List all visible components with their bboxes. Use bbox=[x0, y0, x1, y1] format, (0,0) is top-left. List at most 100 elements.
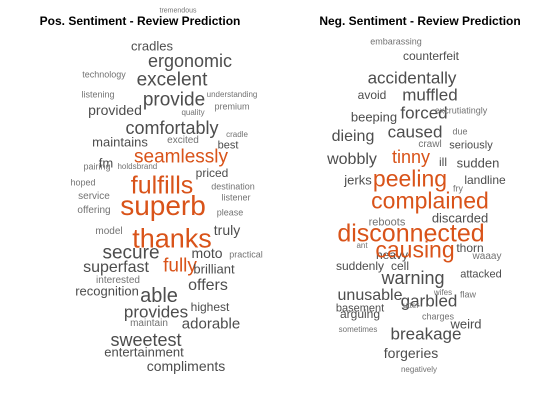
pos-word-secure: secure bbox=[102, 242, 160, 264]
pos-word-please: please bbox=[216, 207, 244, 218]
neg-word-cell: cell bbox=[390, 259, 410, 273]
neg-word-wifes: wifes bbox=[433, 288, 453, 297]
pos-word-brand: brand bbox=[136, 162, 158, 171]
pos-word-offering: offering bbox=[77, 205, 111, 216]
neg-word-charges: charges bbox=[421, 311, 455, 322]
pos-word-listening: listening bbox=[81, 89, 115, 100]
pos-word-truly: truly bbox=[213, 222, 241, 238]
positive-panel: Pos. Sentiment - Review Prediction treme… bbox=[39, 7, 263, 374]
neg-word-sometimes: sometimes bbox=[338, 325, 378, 334]
pos-word-hoped: hoped bbox=[70, 177, 96, 188]
neg-word-fry: fry bbox=[453, 183, 463, 194]
neg-word-heavy: heavy bbox=[375, 248, 409, 262]
neg-word-sudden: sudden bbox=[456, 155, 500, 171]
neg-word-beeping: beeping bbox=[350, 109, 398, 125]
neg-word-avoid: avoid bbox=[357, 88, 387, 102]
pos-word-holds: holds bbox=[117, 162, 137, 171]
neg-word-jerks: jerks bbox=[344, 172, 372, 188]
pos-word-highest: highest bbox=[190, 300, 230, 314]
pos-word-premium: premium bbox=[214, 101, 250, 112]
pos-word-compliments: compliments bbox=[146, 358, 226, 374]
neg-word-excrutiatingly: excrutiatingly bbox=[434, 105, 488, 116]
pos-word-fulfills: fulfills bbox=[130, 171, 194, 200]
pos-word-interested: interested bbox=[96, 275, 140, 286]
pos-word-recognition: recognition bbox=[75, 283, 139, 299]
pos-word-excelent: excelent bbox=[136, 69, 208, 91]
neg-word-garbled: garbled bbox=[400, 291, 458, 311]
pos-word-cradles: cradles bbox=[131, 38, 173, 54]
positive-title: Pos. Sentiment - Review Prediction bbox=[39, 14, 241, 28]
pos-word-fully: fully bbox=[163, 255, 197, 277]
neg-word-ant: ant bbox=[356, 241, 368, 250]
pos-word-tremendous: tremendous bbox=[159, 7, 197, 15]
neg-word-reboots: reboots bbox=[368, 216, 406, 229]
neg-word-forgeries: forgeries bbox=[383, 345, 439, 361]
neg-word-suddenly: suddenly bbox=[335, 259, 385, 273]
pos-word-provides: provides bbox=[123, 302, 189, 322]
neg-word-muffled: muffled bbox=[402, 85, 458, 105]
neg-word-caused: caused bbox=[387, 122, 443, 142]
negative-title: Neg. Sentiment - Review Prediction bbox=[319, 14, 521, 28]
neg-word-due: due bbox=[452, 126, 468, 137]
pos-word-service: service bbox=[78, 191, 110, 202]
neg-word-warning: warning bbox=[381, 268, 445, 288]
pos-word-excited: excited bbox=[167, 135, 199, 146]
neg-word-counterfeit: counterfeit bbox=[402, 49, 460, 63]
pos-word-able: able bbox=[140, 285, 178, 307]
negative-word-cloud: embarassing counterfeit accidentally avoid m… bbox=[280, 0, 560, 420]
neg-word-unusable: unusable bbox=[337, 287, 403, 304]
neg-word-negatively: negatively bbox=[400, 365, 438, 374]
pos-word-priced: priced bbox=[195, 166, 229, 180]
pos-word-superb: superb bbox=[120, 190, 206, 221]
positive-word-cloud: tremendous cradles ergonomic technology exce… bbox=[70, 7, 263, 374]
neg-word-accidentally: accidentally bbox=[367, 68, 457, 88]
neg-word-thorn: thorn bbox=[456, 241, 484, 255]
neg-word-landline: landline bbox=[464, 173, 506, 187]
pos-word-superfast: superfast bbox=[83, 259, 149, 276]
neg-word-flaw: flaw bbox=[459, 289, 477, 300]
neg-word-wobbly: wobbly bbox=[327, 151, 377, 168]
neg-word-dieing: dieing bbox=[331, 128, 375, 145]
pos-word-quality: quality bbox=[181, 108, 205, 117]
neg-word-utter: utter bbox=[402, 301, 420, 310]
pos-word-provide: provide bbox=[142, 89, 206, 111]
pos-word-provided: provided bbox=[88, 102, 142, 118]
pos-word-adorable: adorable bbox=[181, 315, 241, 333]
pos-word-destination: destination bbox=[211, 181, 255, 192]
pos-word-cradle: cradle bbox=[226, 130, 248, 139]
pos-word-seamlessly: seamlessly bbox=[134, 146, 228, 168]
negative-panel: Neg. Sentiment - Review Prediction embar… bbox=[280, 0, 560, 420]
pos-word-maintain: maintain bbox=[130, 318, 168, 329]
neg-word-arguing: arguing bbox=[339, 307, 381, 321]
pos-word-ergonomic: ergonomic bbox=[147, 51, 233, 71]
pos-word-pairing: pairing bbox=[83, 161, 111, 172]
pos-word-entertainment: entertainment bbox=[104, 344, 184, 360]
pos-word-comfortably: comfortably bbox=[125, 118, 219, 138]
pos-word-technology: technology bbox=[82, 69, 126, 80]
neg-word-crawl: crawl bbox=[418, 139, 442, 150]
neg-word-attacked: attacked bbox=[460, 268, 502, 281]
neg-word-embarassing: embarassing bbox=[370, 36, 422, 47]
neg-word-weird: weird bbox=[450, 316, 482, 332]
neg-word-breakage: breakage bbox=[390, 324, 462, 344]
pos-word-moto: moto bbox=[191, 245, 223, 261]
neg-word-complained: complained bbox=[371, 187, 489, 214]
pos-word-understanding: understanding bbox=[206, 90, 258, 99]
pos-word-listener: listener bbox=[221, 192, 251, 203]
neg-word-causing: causing bbox=[375, 236, 455, 263]
pos-word-fm: fm bbox=[98, 155, 114, 171]
neg-word-waaay: waaay bbox=[472, 251, 502, 262]
neg-word-peeling: peeling bbox=[372, 165, 448, 192]
neg-word-disconnected: disconnected bbox=[337, 219, 485, 248]
pos-word-maintains: maintains bbox=[92, 134, 148, 150]
neg-word-seriously: seriously bbox=[449, 139, 493, 152]
pos-word-thanks: thanks bbox=[132, 223, 212, 254]
neg-word-discarded: discarded bbox=[431, 210, 489, 226]
pos-word-practical: practical bbox=[229, 249, 263, 260]
pos-word-best: best bbox=[217, 139, 239, 152]
neg-word-tinny: tinny bbox=[391, 147, 431, 167]
neg-word-ill: ill bbox=[439, 155, 447, 169]
neg-word-basement: basement bbox=[335, 302, 385, 315]
neg-word-forced: forced bbox=[400, 103, 448, 123]
pos-word-model: model bbox=[95, 226, 123, 237]
